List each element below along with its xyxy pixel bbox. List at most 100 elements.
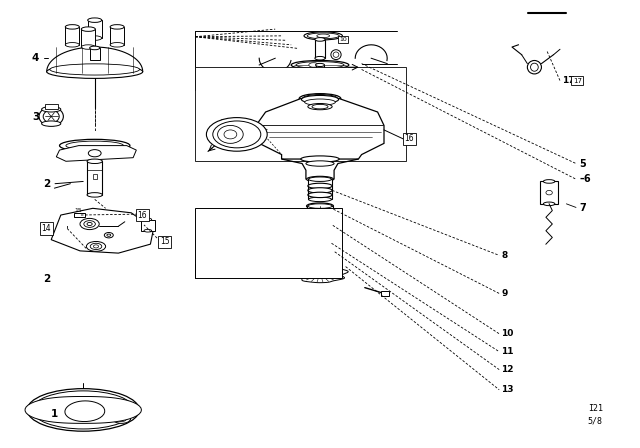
Ellipse shape	[333, 52, 339, 57]
Polygon shape	[47, 47, 143, 72]
Ellipse shape	[80, 218, 99, 229]
Ellipse shape	[86, 241, 106, 251]
Ellipse shape	[305, 248, 335, 254]
Ellipse shape	[307, 213, 333, 219]
Text: 7: 7	[579, 203, 586, 213]
Ellipse shape	[300, 94, 341, 103]
Ellipse shape	[315, 56, 325, 60]
Text: 2: 2	[44, 179, 51, 189]
Bar	[307, 216, 333, 235]
Ellipse shape	[307, 209, 333, 215]
Text: 2: 2	[44, 274, 51, 284]
Ellipse shape	[39, 107, 63, 126]
Text: 14: 14	[42, 224, 51, 233]
Polygon shape	[256, 99, 384, 159]
Bar	[45, 104, 58, 109]
Text: 10: 10	[339, 37, 347, 42]
Text: 9: 9	[501, 289, 508, 298]
Ellipse shape	[88, 18, 102, 22]
Ellipse shape	[65, 43, 79, 47]
Ellipse shape	[28, 388, 140, 431]
Ellipse shape	[316, 97, 324, 100]
Ellipse shape	[308, 210, 332, 214]
Bar	[81, 29, 95, 47]
Text: –6: –6	[579, 174, 591, 184]
Text: 1: 1	[51, 409, 58, 419]
Ellipse shape	[144, 218, 152, 221]
Ellipse shape	[310, 250, 330, 254]
Ellipse shape	[87, 159, 102, 164]
Ellipse shape	[312, 104, 328, 109]
Polygon shape	[292, 264, 348, 283]
Text: 13: 13	[501, 385, 514, 394]
Ellipse shape	[44, 110, 60, 123]
Ellipse shape	[308, 177, 332, 181]
Text: 8: 8	[501, 251, 508, 260]
Ellipse shape	[305, 99, 335, 105]
Ellipse shape	[87, 193, 102, 197]
Ellipse shape	[531, 63, 538, 71]
Ellipse shape	[306, 161, 334, 166]
Text: 17: 17	[573, 78, 582, 84]
Ellipse shape	[308, 103, 332, 110]
Ellipse shape	[81, 27, 95, 31]
Ellipse shape	[88, 36, 102, 40]
Ellipse shape	[291, 60, 349, 69]
Ellipse shape	[144, 229, 152, 232]
Bar	[308, 179, 332, 199]
Ellipse shape	[90, 243, 102, 250]
Ellipse shape	[307, 232, 333, 238]
Ellipse shape	[312, 96, 328, 100]
Ellipse shape	[60, 139, 130, 152]
Bar	[314, 81, 326, 86]
Ellipse shape	[308, 188, 332, 193]
Ellipse shape	[113, 414, 131, 423]
Ellipse shape	[305, 256, 335, 262]
Text: 11: 11	[501, 347, 514, 356]
Text: 10: 10	[501, 329, 513, 338]
Ellipse shape	[308, 245, 332, 250]
Ellipse shape	[107, 234, 111, 237]
Bar	[315, 40, 325, 58]
Ellipse shape	[317, 34, 330, 38]
Ellipse shape	[308, 192, 332, 198]
Ellipse shape	[295, 69, 307, 74]
Ellipse shape	[218, 125, 243, 143]
Text: 15: 15	[74, 208, 82, 213]
Ellipse shape	[308, 63, 319, 67]
Ellipse shape	[72, 405, 95, 415]
Ellipse shape	[50, 64, 140, 75]
Ellipse shape	[296, 61, 344, 69]
Polygon shape	[51, 208, 154, 253]
Bar	[195, 208, 342, 278]
Ellipse shape	[307, 257, 333, 261]
Ellipse shape	[64, 401, 102, 418]
Ellipse shape	[32, 391, 134, 429]
Bar	[87, 161, 102, 195]
Ellipse shape	[93, 245, 99, 248]
Ellipse shape	[331, 50, 341, 60]
Text: 4: 4	[32, 53, 40, 63]
Ellipse shape	[90, 46, 100, 50]
Ellipse shape	[212, 121, 261, 148]
Ellipse shape	[110, 25, 124, 29]
Ellipse shape	[543, 180, 555, 183]
Ellipse shape	[88, 150, 101, 157]
Ellipse shape	[527, 60, 541, 74]
Ellipse shape	[315, 38, 325, 41]
Bar	[90, 48, 100, 60]
Ellipse shape	[316, 64, 324, 67]
Ellipse shape	[84, 220, 95, 228]
Ellipse shape	[307, 203, 333, 209]
Bar	[307, 206, 333, 212]
Ellipse shape	[116, 416, 127, 422]
Ellipse shape	[308, 204, 332, 208]
Text: 5: 5	[579, 159, 586, 168]
Ellipse shape	[110, 43, 124, 47]
Bar	[74, 213, 85, 217]
Text: 16: 16	[404, 134, 414, 143]
Bar	[381, 291, 389, 296]
Ellipse shape	[206, 117, 268, 151]
Ellipse shape	[87, 222, 92, 226]
Ellipse shape	[546, 190, 552, 195]
